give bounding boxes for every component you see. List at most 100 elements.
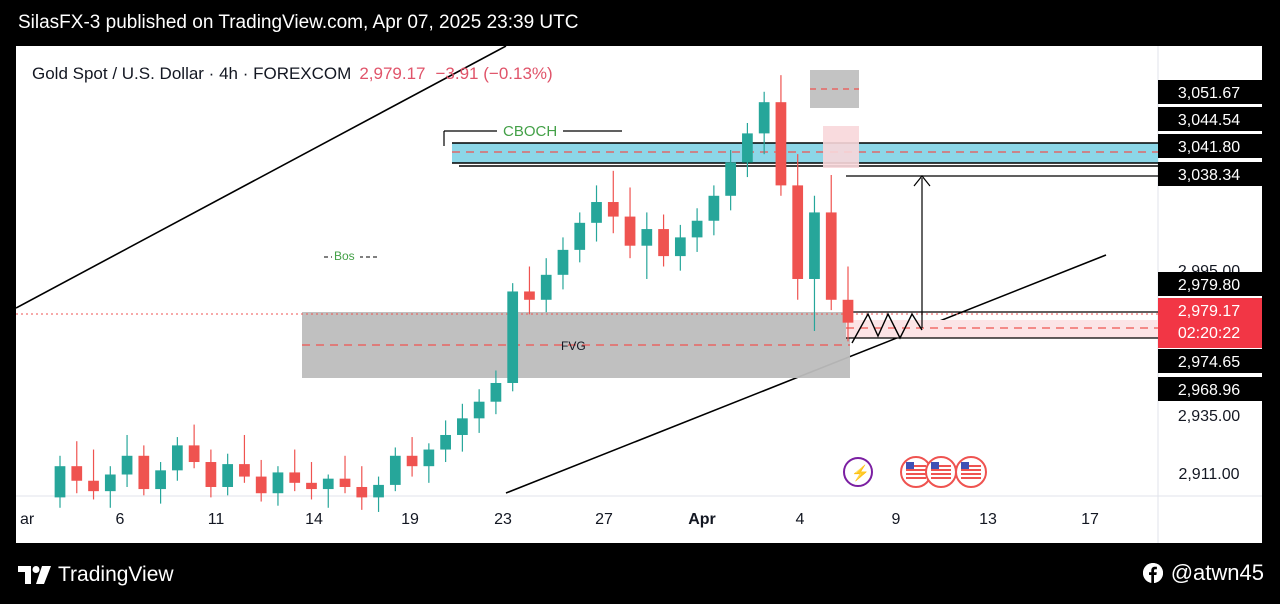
price-tick-label: 2,935.00 — [1178, 408, 1240, 425]
candle-body — [524, 291, 535, 300]
candle-body — [842, 299, 854, 323]
cboch-label-bg — [497, 121, 563, 139]
candle-body — [255, 476, 267, 494]
supply-zone — [452, 143, 1158, 163]
publish-header: SilasFX-3 published on TradingView.com, … — [0, 0, 1280, 46]
candle-body — [205, 462, 217, 487]
time-tick-label: 14 — [305, 511, 323, 528]
candle-body — [339, 478, 351, 487]
candle-body — [574, 222, 586, 250]
lightning-glyph: ⚡ — [851, 464, 870, 482]
candle-body — [155, 470, 166, 490]
symbol-legend: Gold Spot / U.S. Dollar · 4h · FOREXCOM 2… — [32, 64, 553, 84]
time-tick-label: 27 — [595, 511, 613, 528]
current-price-text: 2,979.17 — [1178, 303, 1240, 320]
candle-body — [708, 195, 720, 221]
price-label-box — [1158, 272, 1262, 296]
candle-body — [674, 237, 686, 257]
candle-body — [121, 455, 133, 475]
handle-text: @atwn45 — [1170, 560, 1264, 585]
candle-body — [423, 449, 435, 467]
time-tick-label: 11 — [208, 511, 225, 528]
candle-body — [507, 291, 519, 383]
lightning-event-icon — [843, 457, 873, 487]
flag-canton — [961, 462, 969, 469]
facebook-icon — [1142, 563, 1163, 583]
candle-body — [658, 229, 669, 257]
us-flag-event-icon — [925, 456, 957, 488]
price-label-text: 2,974.65 — [1178, 354, 1240, 371]
author-handle[interactable]: @atwn45 — [1142, 558, 1264, 588]
candle-body — [222, 464, 234, 487]
symbol-change: −3.91 (−0.13%) — [435, 64, 553, 83]
price-label-box — [1158, 349, 1262, 373]
target-zone — [846, 320, 1158, 338]
candle-body — [239, 464, 250, 477]
flag-canton — [906, 462, 914, 469]
tradingview-logo[interactable]: TradingView — [18, 561, 174, 589]
price-label-text: 2,979.80 — [1178, 277, 1240, 294]
time-tick-label: 9 — [892, 511, 901, 528]
candle-body — [457, 418, 468, 435]
time-tick-label: 19 — [401, 511, 419, 528]
projection-zigzag — [851, 312, 923, 344]
price-label-box — [1158, 80, 1262, 104]
current-price-box — [1158, 298, 1262, 348]
price-label-box — [1158, 134, 1262, 158]
candle-body — [54, 466, 66, 498]
bos-label: Bos — [334, 249, 355, 263]
candle-body — [641, 229, 653, 246]
candle-body — [373, 484, 384, 498]
candle-body — [306, 482, 317, 490]
price-label-text: 3,044.54 — [1178, 112, 1240, 129]
upper-channel-line — [16, 46, 507, 309]
candle-body — [792, 185, 804, 279]
price-label-box — [1158, 162, 1262, 186]
time-tick-label: ar — [20, 511, 35, 528]
candle-body — [624, 216, 636, 246]
candle-body — [758, 102, 770, 134]
price-label-box — [1158, 107, 1262, 131]
candle-body — [557, 249, 569, 275]
candle-body — [138, 455, 150, 490]
candle-body — [71, 466, 83, 481]
cboch-label: CBOCH — [503, 123, 557, 140]
candle-body — [607, 202, 619, 217]
fvg-label: FVG — [561, 339, 586, 353]
time-tick-label: 23 — [494, 511, 512, 528]
brand-label: TradingView — [58, 563, 174, 586]
time-tick-label: 4 — [796, 511, 805, 528]
candle-body — [289, 472, 301, 483]
price-label-text: 3,038.34 — [1178, 167, 1240, 184]
time-tick-label: 6 — [116, 511, 125, 528]
candle-body — [775, 102, 787, 186]
candle-body — [691, 220, 703, 238]
candle-body — [473, 401, 485, 419]
candle-body — [322, 478, 334, 490]
tv-logo-icon — [18, 566, 51, 584]
candle-body — [88, 480, 99, 492]
candle-body — [742, 133, 753, 163]
time-tick-label: 13 — [979, 511, 997, 528]
symbol-price: 2,979.17 — [359, 64, 426, 83]
price-tick-label: 2,911.00 — [1178, 466, 1239, 483]
candle-body — [825, 212, 837, 300]
candle-body — [490, 382, 502, 402]
pink-zone — [823, 126, 859, 168]
candle-body — [725, 162, 737, 196]
candle-body — [440, 434, 451, 450]
price-label-text: 3,041.80 — [1178, 139, 1240, 156]
price-label-text: 2,968.96 — [1178, 382, 1240, 399]
chart-frame[interactable]: FVG CBOCH Bos ⚡ ar 6 11 14 19 23 27 Apr 4 9 13 17 2,995.… — [16, 46, 1262, 543]
candle-body — [104, 474, 116, 492]
footer: TradingView @atwn45 — [0, 550, 1280, 604]
candle-body — [356, 486, 368, 498]
candle-body — [809, 212, 820, 279]
time-tick-label: Apr — [688, 511, 716, 528]
candle-body — [591, 202, 602, 223]
countdown-text: 02:20:22 — [1178, 325, 1240, 342]
target-arrow-head — [913, 175, 931, 187]
bos-label-bg — [332, 247, 360, 263]
price-label-text: 3,051.67 — [1178, 85, 1240, 102]
